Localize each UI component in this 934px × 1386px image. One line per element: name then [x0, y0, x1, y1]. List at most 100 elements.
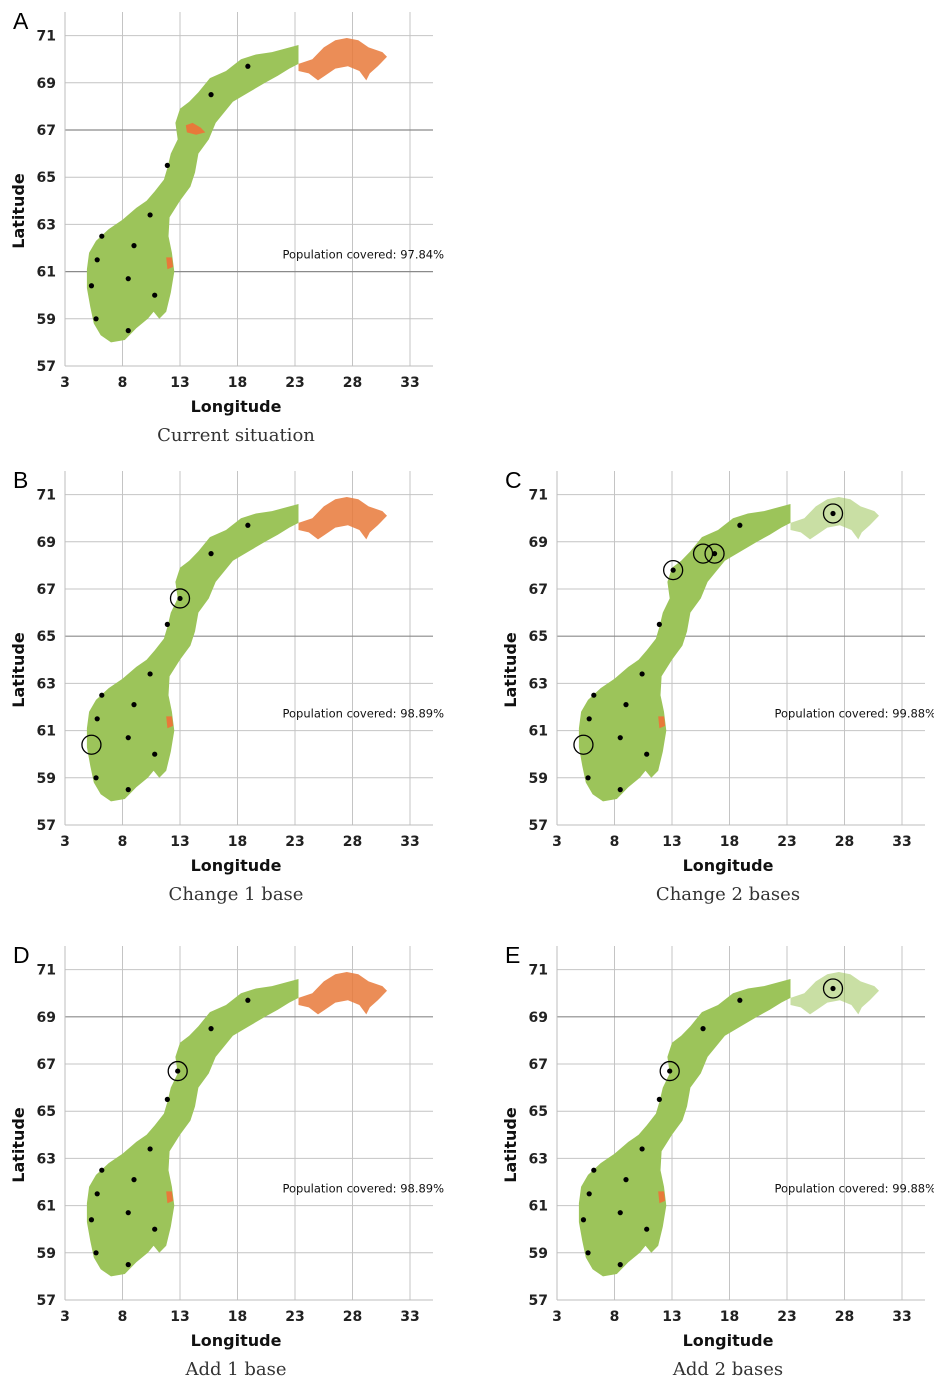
y-tick-label: 71	[37, 963, 56, 979]
y-tick-label: 67	[529, 1057, 548, 1073]
y-tick-label: 57	[37, 1293, 56, 1309]
new-base-ring	[822, 978, 844, 999]
y-tick-label: 57	[37, 818, 56, 834]
new-base-ring	[659, 1060, 680, 1082]
x-tick-label: 13	[170, 834, 189, 850]
x-tick-label: 3	[60, 834, 70, 850]
base-marker	[617, 1210, 623, 1216]
x-tick-label: 3	[60, 375, 70, 391]
new-base-ring	[663, 559, 684, 581]
panel-letter: A	[13, 8, 29, 34]
panel-letter: C	[505, 467, 522, 493]
y-tick-label: 59	[529, 771, 548, 787]
base-marker	[591, 692, 597, 698]
new-base-ring	[167, 1060, 188, 1082]
x-tick-label: 33	[892, 834, 911, 850]
x-tick-label: 3	[552, 1309, 562, 1325]
x-tick-label: 13	[662, 1309, 681, 1325]
x-axis-title: Longitude	[683, 856, 774, 875]
y-tick-label: 63	[37, 1151, 56, 1167]
base-marker	[93, 1250, 99, 1256]
base-marker	[164, 162, 170, 168]
x-tick-label: 18	[228, 1309, 247, 1325]
x-tick-label: 33	[400, 834, 419, 850]
base-marker	[125, 735, 131, 741]
y-tick-label: 71	[37, 488, 56, 504]
removed-base-ring	[573, 734, 594, 755]
x-tick-label: 8	[118, 1309, 128, 1325]
base-marker	[99, 692, 105, 698]
base-marker	[586, 716, 592, 722]
base-marker	[164, 621, 170, 628]
y-axis-title: Latitude	[501, 1107, 520, 1183]
coverage-annotation: Population covered: 98.89%	[283, 707, 445, 721]
x-tick-label: 18	[720, 1309, 739, 1325]
panel-a: 57 59 61 63 65 67 69 71 3 8 13 18 23 28 33 Longitude Lat…	[9, 8, 444, 446]
base-marker	[99, 233, 105, 239]
y-tick-label: 65	[37, 1104, 56, 1120]
x-tick-label: 8	[118, 834, 128, 850]
x-axis-title: Longitude	[191, 1331, 282, 1350]
panel-letter: D	[13, 942, 30, 968]
new-base-marker	[830, 985, 836, 992]
removed-base-ring	[81, 734, 102, 755]
base-marker	[737, 522, 743, 528]
x-tick-label: 8	[610, 1309, 620, 1325]
covered-region	[86, 504, 299, 802]
panel-d: 57 59 61 63 65 67 69 71 3 8 13 18 23 28 33 Longitude Lat…	[9, 942, 444, 1380]
central-region	[677, 1056, 698, 1069]
y-tick-label: 67	[37, 582, 56, 598]
panel-caption: Change 1 base	[169, 884, 304, 905]
base-marker	[147, 671, 153, 677]
base-marker	[591, 1167, 597, 1173]
central-region	[185, 122, 206, 135]
y-axis-title: Latitude	[9, 632, 28, 708]
base-marker	[245, 63, 251, 69]
panel-letter: B	[13, 467, 28, 493]
y-tick-label: 59	[37, 771, 56, 787]
new-base-ring	[822, 503, 844, 524]
panel-caption: Current situation	[157, 425, 315, 446]
base-marker	[152, 292, 158, 298]
x-tick-label: 8	[118, 375, 128, 391]
y-tick-label: 59	[37, 1246, 56, 1262]
y-tick-label: 57	[37, 359, 56, 375]
x-tick-label: 18	[228, 375, 247, 391]
x-tick-label: 33	[892, 1309, 911, 1325]
finnmark-region	[298, 497, 387, 540]
x-tick-label: 23	[285, 1309, 304, 1325]
base-marker	[208, 551, 214, 557]
x-tick-label: 33	[400, 375, 419, 391]
base-marker	[125, 1210, 131, 1216]
new-base-marker	[670, 567, 676, 573]
y-tick-label: 69	[37, 535, 56, 551]
x-tick-label: 18	[228, 834, 247, 850]
base-marker	[644, 1226, 650, 1232]
y-tick-label: 65	[529, 629, 548, 645]
panel-b: 57 59 61 63 65 67 69 71 3 8 13 18 23 28 33 Longitude Lat…	[9, 467, 444, 905]
covered-region	[578, 979, 791, 1277]
panel-c: 57 59 61 63 65 67 69 71 3 8 13 18 23 28 33 Longitude Lat…	[501, 467, 934, 905]
x-tick-label: 13	[170, 375, 189, 391]
y-tick-label: 71	[37, 29, 56, 45]
covered-region	[86, 45, 299, 343]
y-tick-label: 63	[37, 676, 56, 692]
x-tick-label: 23	[777, 1309, 796, 1325]
finnmark-region	[298, 972, 387, 1015]
y-tick-label: 59	[529, 1246, 548, 1262]
base-marker	[617, 1262, 623, 1268]
base-marker	[94, 257, 100, 263]
y-tick-label: 61	[37, 724, 56, 740]
y-tick-label: 69	[37, 1010, 56, 1026]
y-tick-label: 61	[37, 1199, 56, 1215]
base-marker	[94, 716, 100, 722]
y-tick-label: 61	[529, 724, 548, 740]
new-base-marker	[667, 1068, 673, 1074]
base-marker	[644, 751, 650, 757]
coverage-annotation: Population covered: 99.88%	[775, 707, 934, 721]
base-marker	[586, 1191, 592, 1197]
x-tick-label: 3	[60, 1309, 70, 1325]
uncovered-patch	[166, 257, 174, 270]
new-base-marker	[177, 595, 183, 602]
